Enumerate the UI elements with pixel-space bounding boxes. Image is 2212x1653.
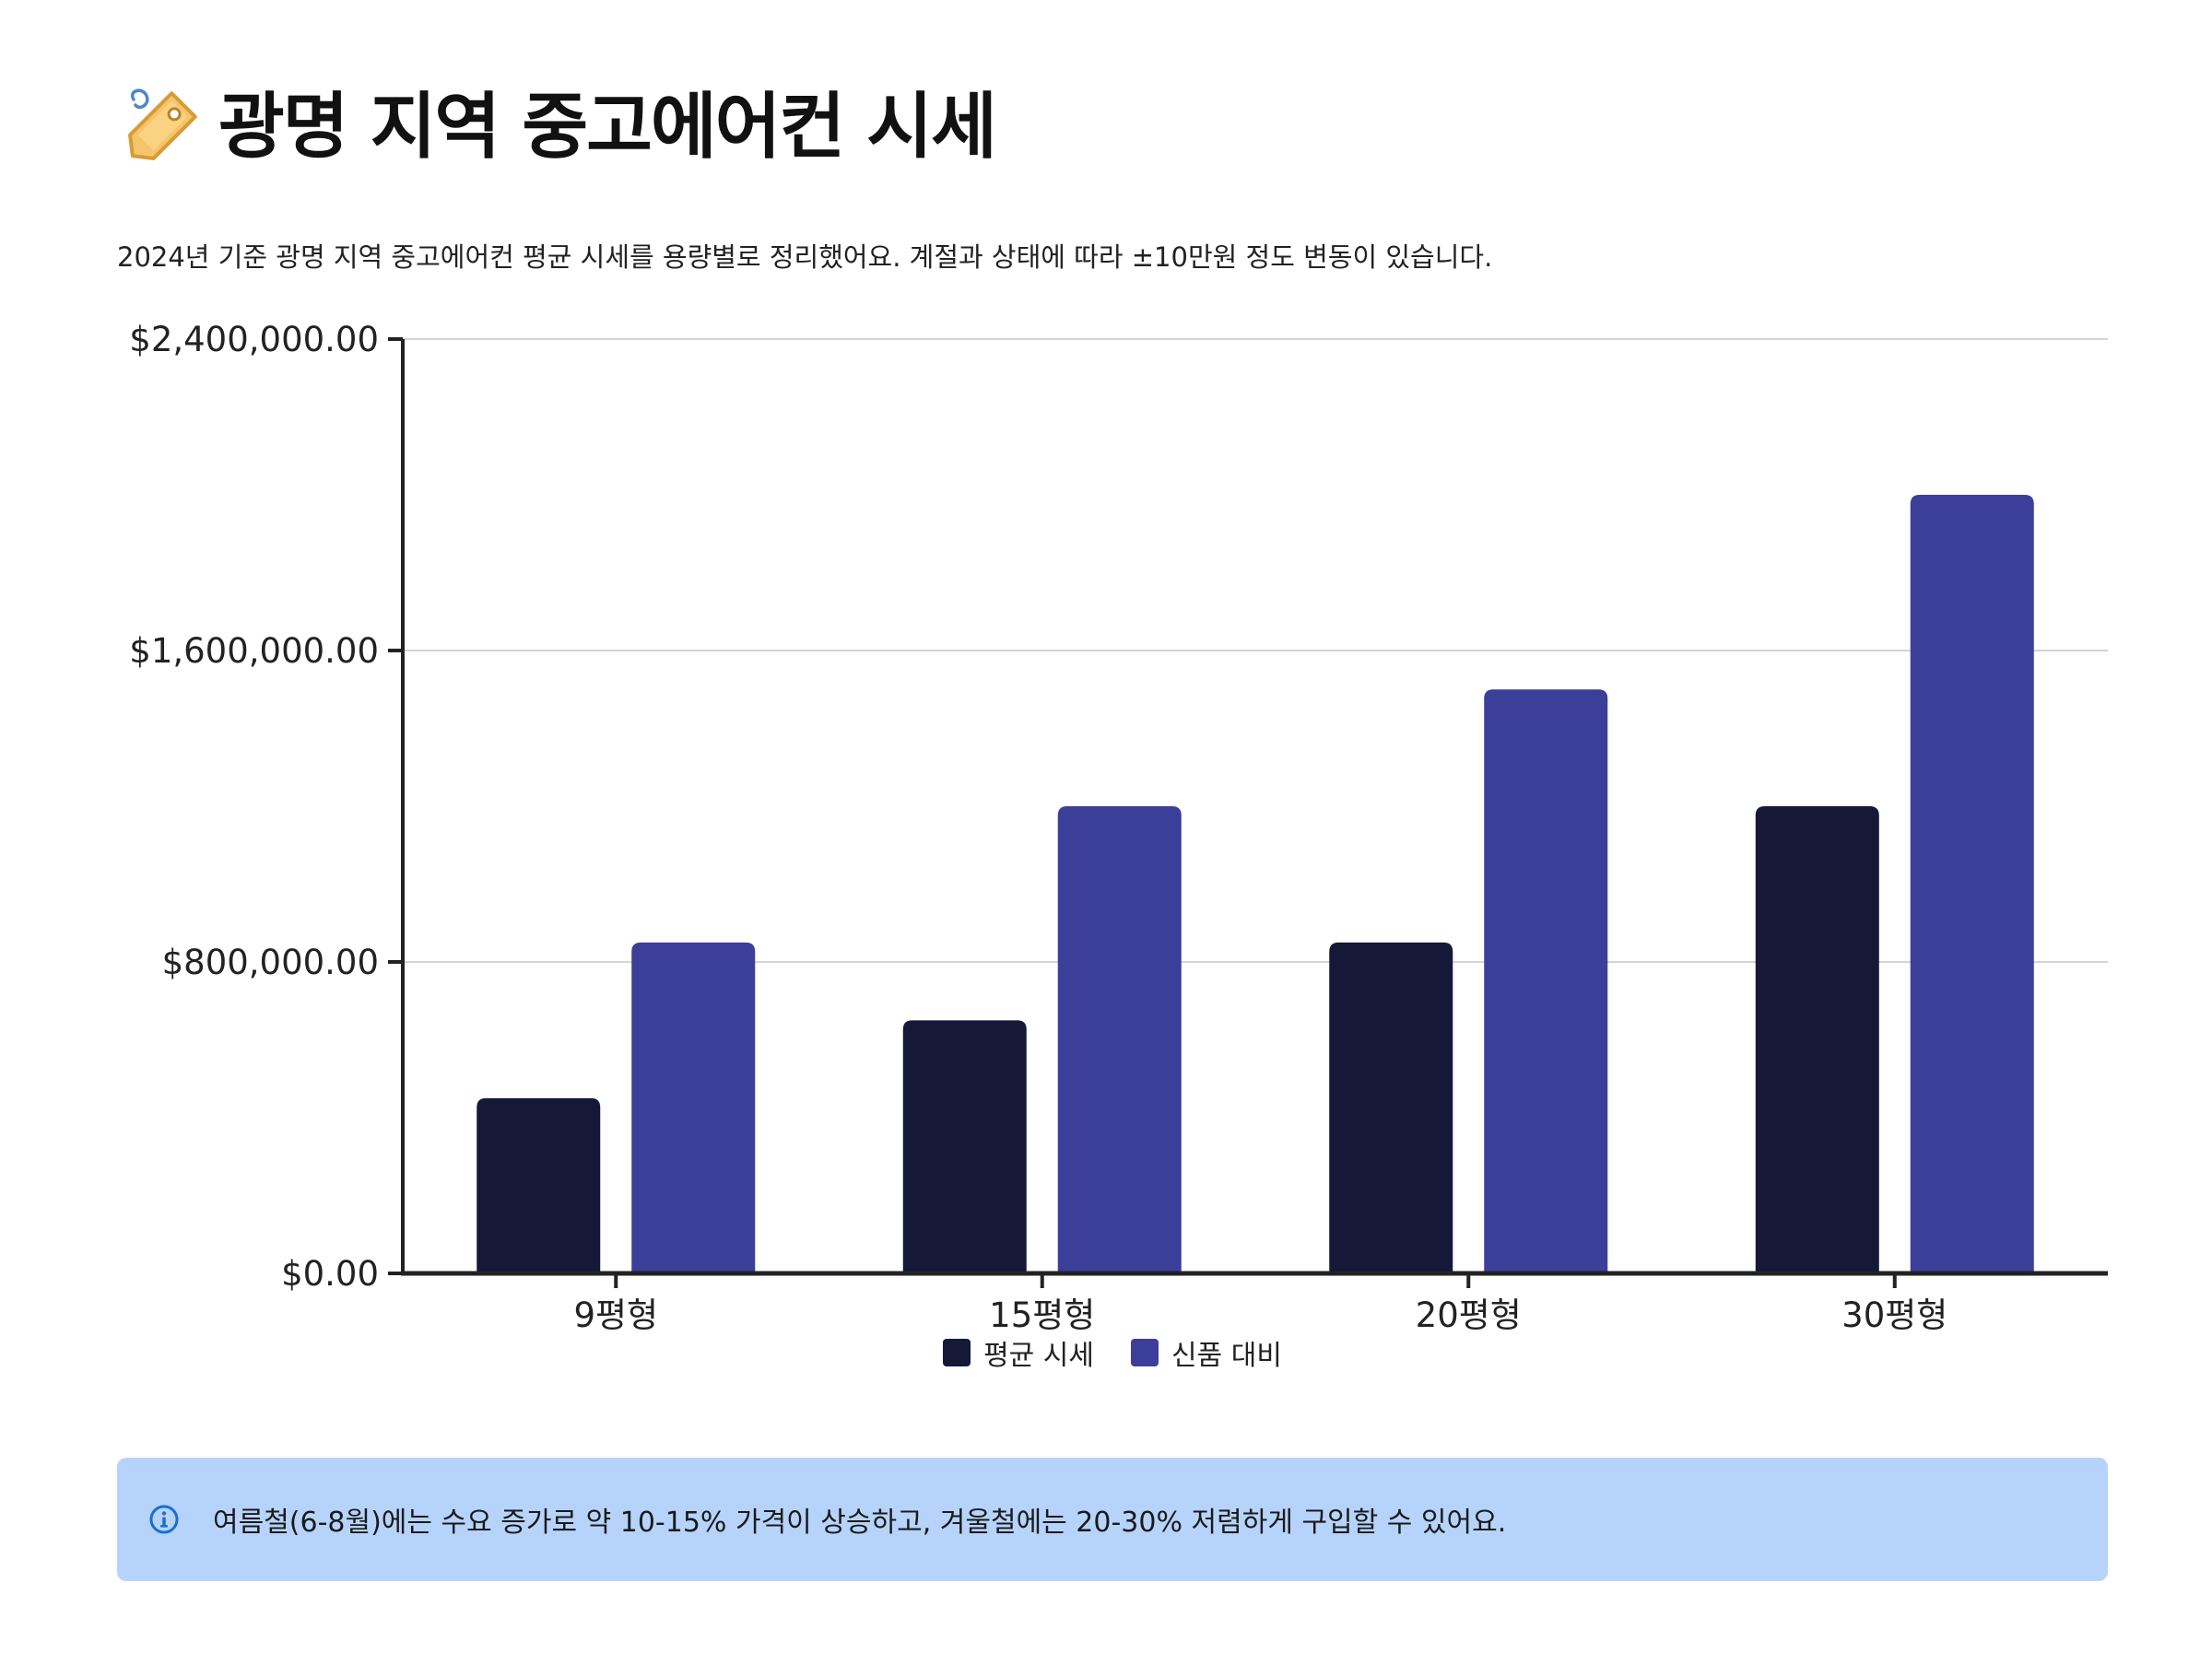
legend-swatch-new-price [1131, 1339, 1159, 1366]
page: 광명 지역 중고에어컨 시세 2024년 기준 광명 지역 중고에어컨 평균 시… [117, 0, 2108, 1653]
y-tick-label: $0.00 [281, 1254, 379, 1294]
callout-text: 여름철(6-8월)에는 수요 증가로 약 10-15% 가격이 상승하고, 겨울… [213, 1506, 1507, 1539]
legend-label-new-price: 신품 대비 [1171, 1340, 1282, 1372]
title-row: 광명 지역 중고에어컨 시세 [117, 72, 997, 182]
y-tick-label: $1,600,000.00 [129, 631, 379, 671]
bar-avg-price-2 [1329, 942, 1453, 1273]
bar-new-price-1 [1057, 806, 1182, 1273]
bar-new-price-3 [1910, 495, 2034, 1273]
legend-label-avg-price: 평균 시세 [983, 1340, 1094, 1372]
bar-new-price-0 [631, 942, 756, 1273]
x-tick-label: 9평형 [573, 1295, 658, 1335]
bar-chart: $0.00 $800,000.00 $1,600,000.00 $2,400,000.… [117, 304, 2108, 1382]
bar-new-price-2 [1484, 689, 1608, 1273]
y-tick-label: $2,400,000.00 [129, 320, 379, 359]
info-icon [148, 1504, 180, 1535]
price-tag-icon [117, 83, 206, 171]
x-tick-label: 30평형 [1841, 1295, 1947, 1335]
chart-legend: 평균 시세 신품 대비 [117, 1332, 2108, 1373]
legend-swatch-avg-price [943, 1339, 971, 1366]
page-title: 광명 지역 중고에어컨 시세 [218, 86, 997, 169]
x-tick-label: 15평형 [989, 1295, 1095, 1335]
x-tick-label: 20평형 [1416, 1295, 1522, 1335]
chart-svg: $0.00 $800,000.00 $1,600,000.00 $2,400,000.… [129, 320, 2108, 1335]
bar-avg-price-1 [902, 1020, 1027, 1273]
bar-avg-price-3 [1755, 806, 1879, 1273]
legend-item-new-price[interactable]: 신품 대비 [1131, 1332, 1282, 1373]
info-callout: 여름철(6-8월)에는 수요 증가로 약 10-15% 가격이 상승하고, 겨울… [117, 1458, 2108, 1581]
legend-item-avg-price[interactable]: 평균 시세 [943, 1332, 1094, 1373]
y-tick-label: $800,000.00 [162, 943, 379, 982]
bar-avg-price-0 [477, 1097, 601, 1273]
page-subtitle: 2024년 기준 광명 지역 중고에어컨 평균 시세를 용량별로 정리했어요. … [117, 241, 1493, 273]
